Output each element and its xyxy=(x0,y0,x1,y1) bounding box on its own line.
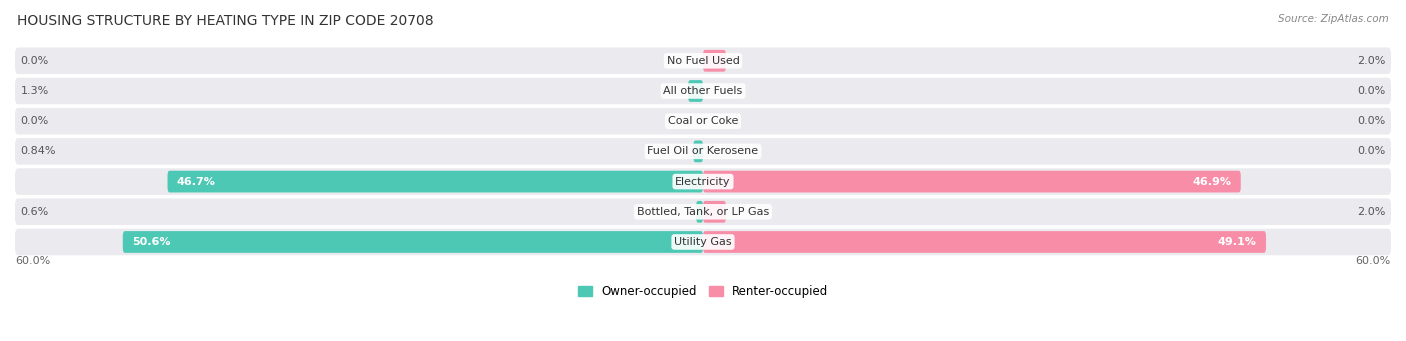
FancyBboxPatch shape xyxy=(15,138,1391,165)
Text: Electricity: Electricity xyxy=(675,177,731,187)
Text: 60.0%: 60.0% xyxy=(1355,256,1391,266)
FancyBboxPatch shape xyxy=(703,231,1265,253)
Text: HOUSING STRUCTURE BY HEATING TYPE IN ZIP CODE 20708: HOUSING STRUCTURE BY HEATING TYPE IN ZIP… xyxy=(17,14,433,28)
FancyBboxPatch shape xyxy=(15,229,1391,255)
Text: Fuel Oil or Kerosene: Fuel Oil or Kerosene xyxy=(647,146,759,157)
Text: Utility Gas: Utility Gas xyxy=(675,237,731,247)
Text: All other Fuels: All other Fuels xyxy=(664,86,742,96)
Text: 0.6%: 0.6% xyxy=(21,207,49,217)
FancyBboxPatch shape xyxy=(693,140,703,162)
Text: 1.3%: 1.3% xyxy=(21,86,49,96)
FancyBboxPatch shape xyxy=(122,231,703,253)
FancyBboxPatch shape xyxy=(703,171,1240,192)
FancyBboxPatch shape xyxy=(703,50,725,72)
Text: 0.84%: 0.84% xyxy=(21,146,56,157)
Text: No Fuel Used: No Fuel Used xyxy=(666,56,740,66)
Text: 0.0%: 0.0% xyxy=(1357,86,1385,96)
Text: 2.0%: 2.0% xyxy=(1357,207,1385,217)
Text: Source: ZipAtlas.com: Source: ZipAtlas.com xyxy=(1278,14,1389,24)
Text: 0.0%: 0.0% xyxy=(1357,116,1385,126)
Text: 0.0%: 0.0% xyxy=(1357,146,1385,157)
Text: Bottled, Tank, or LP Gas: Bottled, Tank, or LP Gas xyxy=(637,207,769,217)
FancyBboxPatch shape xyxy=(15,198,1391,225)
FancyBboxPatch shape xyxy=(15,168,1391,195)
FancyBboxPatch shape xyxy=(167,171,703,192)
Legend: Owner-occupied, Renter-occupied: Owner-occupied, Renter-occupied xyxy=(578,285,828,298)
Text: 0.0%: 0.0% xyxy=(21,116,49,126)
FancyBboxPatch shape xyxy=(15,78,1391,104)
FancyBboxPatch shape xyxy=(15,47,1391,74)
Text: 60.0%: 60.0% xyxy=(15,256,51,266)
Text: 2.0%: 2.0% xyxy=(1357,56,1385,66)
Text: Coal or Coke: Coal or Coke xyxy=(668,116,738,126)
FancyBboxPatch shape xyxy=(703,201,725,223)
Text: 46.9%: 46.9% xyxy=(1192,177,1232,187)
Text: 46.7%: 46.7% xyxy=(177,177,215,187)
Text: 0.0%: 0.0% xyxy=(21,56,49,66)
FancyBboxPatch shape xyxy=(688,80,703,102)
Text: 50.6%: 50.6% xyxy=(132,237,170,247)
FancyBboxPatch shape xyxy=(15,108,1391,134)
FancyBboxPatch shape xyxy=(696,201,703,223)
Text: 49.1%: 49.1% xyxy=(1218,237,1257,247)
